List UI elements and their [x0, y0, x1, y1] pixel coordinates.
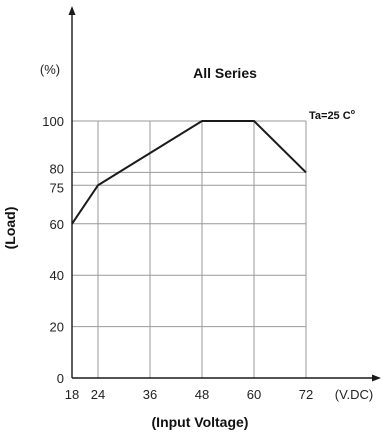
x-tick-label: 60: [247, 387, 261, 402]
x-tick-labels: 18 24 36 48 60 72: [65, 387, 313, 402]
grid-lines: [72, 120, 307, 378]
x-axis-arrow: [372, 374, 381, 382]
x-axis-title: (Input Voltage): [152, 414, 249, 430]
y-axis-title: (Load): [2, 207, 18, 250]
load-derating-line: [71, 120, 307, 225]
y-tick-labels: 0 20 40 60 75 80 100: [42, 114, 64, 386]
y-axis-arrow: [68, 6, 76, 15]
y-tick-label: 80: [50, 161, 64, 176]
y-unit-label: (%): [40, 62, 60, 77]
axes: [68, 6, 381, 382]
x-tick-label: 72: [299, 387, 313, 402]
temperature-annotation: Ta=25 Co: [309, 109, 355, 122]
y-tick-label: 75: [50, 180, 64, 195]
x-tick-label: 24: [91, 387, 105, 402]
x-tick-label: 18: [65, 387, 79, 402]
x-tick-label: 48: [195, 387, 209, 402]
temperature-annotation-text: Ta=25 C: [309, 110, 351, 122]
degree-mark: o: [351, 109, 355, 116]
y-tick-label: 20: [50, 320, 64, 335]
x-tick-label: 36: [143, 387, 157, 402]
y-tick-label: 60: [50, 217, 64, 232]
x-unit-label: (V.DC): [335, 387, 374, 402]
y-tick-label: 100: [42, 114, 64, 129]
y-tick-label: 0: [57, 371, 64, 386]
y-tick-label: 40: [50, 268, 64, 283]
series-group: [71, 120, 307, 225]
chart-title: All Series: [193, 65, 257, 81]
